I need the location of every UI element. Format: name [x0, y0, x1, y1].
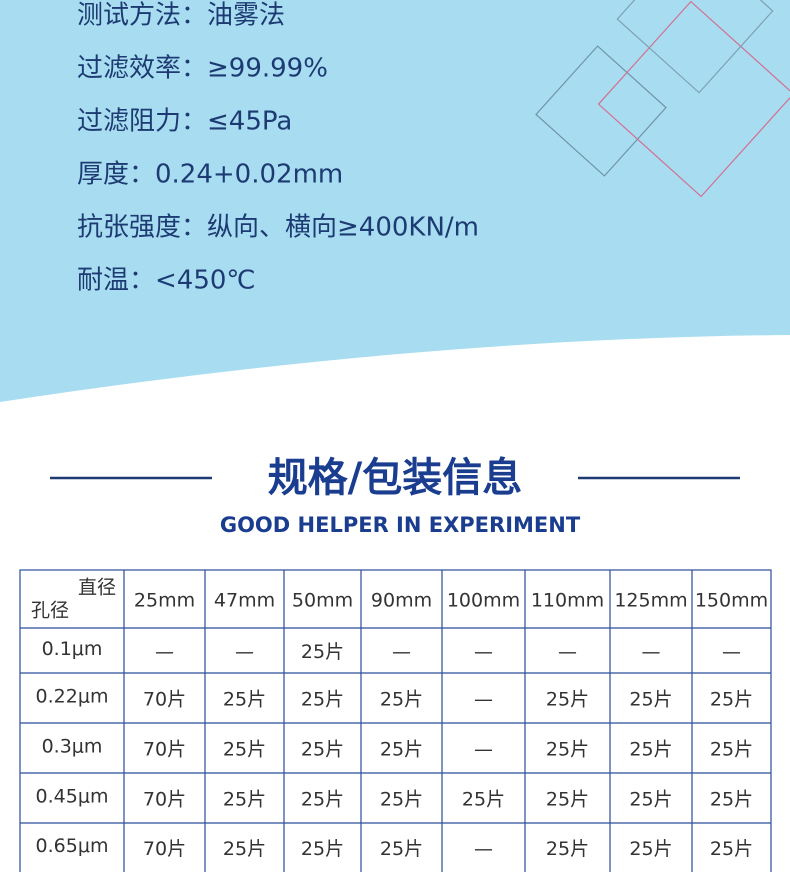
table-cell: 70片 — [143, 739, 186, 761]
row-header: 0.45μm — [36, 786, 109, 808]
table-cell: — — [558, 641, 577, 663]
table-cell: — — [642, 641, 661, 663]
decor-squares — [535, 0, 790, 198]
column-header: 100mm — [447, 590, 520, 612]
table-cell: 25片 — [223, 689, 266, 711]
table-cell: 25片 — [546, 739, 589, 761]
row-header: 0.1μm — [42, 638, 103, 660]
column-header: 125mm — [614, 590, 687, 612]
table-cell: 25片 — [710, 739, 753, 761]
section-title: 规格/包装信息 — [268, 455, 523, 501]
spec-line: 抗张强度：纵向、横向≥400KN/m — [77, 213, 479, 243]
table-cell: 25片 — [710, 789, 753, 811]
spec-line: 测试方法：油雾法 — [77, 1, 285, 31]
table-cell: 25片 — [380, 838, 423, 860]
table-cell: — — [722, 641, 741, 663]
table-cell: 25片 — [710, 689, 753, 711]
row-header: 0.65μm — [36, 835, 109, 857]
table-cell: 25片 — [629, 789, 672, 811]
column-header: 110mm — [531, 590, 604, 612]
table-cell: 25片 — [629, 838, 672, 860]
table-cell: — — [474, 739, 493, 761]
table-cell: 25片 — [380, 789, 423, 811]
table-cell: 25片 — [223, 739, 266, 761]
spec-line: 耐温：<450℃ — [77, 266, 256, 296]
row-header: 0.22μm — [36, 686, 109, 708]
column-header: 90mm — [371, 590, 432, 612]
column-header: 25mm — [134, 590, 195, 612]
column-header: 50mm — [292, 590, 353, 612]
table-cell: 25片 — [301, 641, 344, 663]
table-cell: 70片 — [143, 789, 186, 811]
table-cell: — — [392, 641, 411, 663]
spec-line: 过滤效率：≥99.99% — [77, 54, 328, 84]
table-cell: 25片 — [462, 789, 505, 811]
table-cell: 25片 — [710, 838, 753, 860]
table-cell: 25片 — [301, 838, 344, 860]
table-cell: 25片 — [223, 789, 266, 811]
table-cell: 25片 — [301, 689, 344, 711]
table-cell: — — [155, 641, 174, 663]
corner-bottom: 孔径 — [31, 600, 69, 622]
table-cell: 25片 — [223, 838, 266, 860]
column-header: 47mm — [214, 590, 275, 612]
spec-line: 厚度：0.24+0.02mm — [77, 160, 343, 190]
section-subtitle: GOOD HELPER IN EXPERIMENT — [220, 513, 581, 537]
table-cell: 25片 — [546, 789, 589, 811]
column-header: 150mm — [695, 590, 768, 612]
table-cell: 25片 — [301, 739, 344, 761]
table-cell: 25片 — [629, 689, 672, 711]
table-cell: — — [474, 838, 493, 860]
table-cell: 70片 — [143, 838, 186, 860]
corner-top: 直径 — [78, 577, 116, 599]
table-cell: 25片 — [301, 789, 344, 811]
table-cell: — — [474, 641, 493, 663]
spec-line: 过滤阻力：≤45Pa — [77, 107, 292, 137]
table-cell: 25片 — [629, 739, 672, 761]
row-header: 0.3μm — [42, 736, 103, 758]
table-cell: 70片 — [143, 689, 186, 711]
table-cell: — — [235, 641, 254, 663]
table-cell: 25片 — [546, 689, 589, 711]
table-cell: — — [474, 689, 493, 711]
table-frame — [19, 569, 772, 872]
hero-background — [0, 0, 790, 402]
table-cell: 25片 — [380, 739, 423, 761]
table-cell: 25片 — [546, 838, 589, 860]
table-cell: 25片 — [380, 689, 423, 711]
